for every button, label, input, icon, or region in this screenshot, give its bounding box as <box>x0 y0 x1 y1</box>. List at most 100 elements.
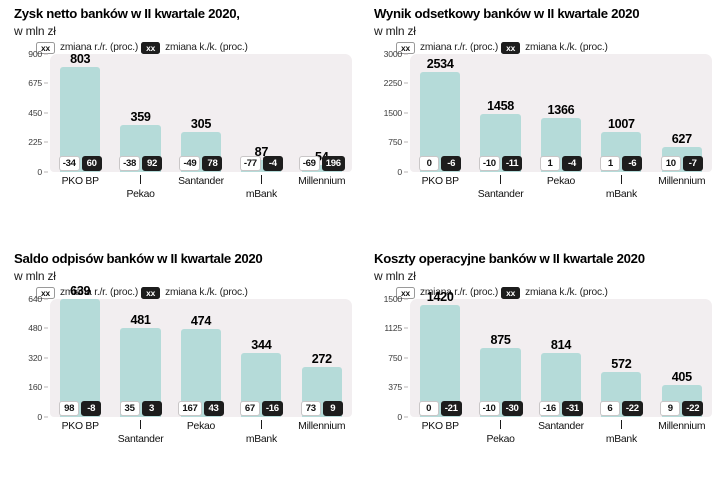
x-label-millennium: Millennium <box>655 172 709 187</box>
legend-label-qoq: zmiana k./k. (proc.) <box>165 287 248 299</box>
legend-label-qoq: zmiana k./k. (proc.) <box>165 42 248 54</box>
y-tick-label: 1500 <box>383 293 403 304</box>
bar-value-label: 1007 <box>607 117 635 132</box>
x-label-text: Millennium <box>658 175 706 187</box>
y-tick-mark <box>44 82 48 84</box>
chart-title: Saldo odpisów banków w II kwartale 2020 <box>14 251 263 266</box>
chart-legend: xx zmiana r./r. (proc.) xx zmiana k./k. (pr… <box>396 41 712 54</box>
x-label-text: Millennium <box>658 420 706 432</box>
chart-title: Koszty operacyjne banków w II kwartale 2… <box>374 251 645 266</box>
bar-column: 305 <box>174 54 228 172</box>
x-label-text: mBank <box>245 433 277 445</box>
legend-badge-qoq: xx <box>141 41 161 54</box>
y-tick-label: 0 <box>37 166 42 177</box>
y-tick-label: 0 <box>397 166 402 177</box>
x-label-santander: Santander <box>534 417 588 432</box>
x-tick-mark <box>140 174 142 184</box>
bar-column: 344 <box>234 299 288 417</box>
x-label-millennium: Millennium <box>655 417 709 432</box>
bar-column: 1007 <box>594 54 648 172</box>
x-label-text: Millennium <box>298 175 346 187</box>
bar-value-label: 87 <box>254 145 269 160</box>
y-tick-mark <box>44 327 48 329</box>
y-tick-mark <box>44 357 48 359</box>
x-label-millennium: Millennium <box>295 417 349 432</box>
bar <box>180 329 222 417</box>
plot-area: 640 480 320 160 0 639 481 474 344 272 98 -8 35 3 167 43… <box>14 284 352 422</box>
y-tick-mark <box>44 386 48 388</box>
plot-area: 900 675 450 225 0 803 359 305 87 54 -34 60 -38 92 -49 7… <box>14 49 352 177</box>
bars-container: 1420 875 814 572 405 <box>410 290 712 417</box>
x-label-santander: Santander <box>113 417 167 445</box>
y-tick-mark <box>404 327 408 329</box>
bar-column: 572 <box>594 299 648 417</box>
x-label-text: mBank <box>245 188 277 200</box>
y-tick-mark <box>404 141 408 143</box>
x-axis-labels: PKO BP Pekao Santander mBank Millennium <box>50 172 352 214</box>
chart-title: Wynik odsetkowy banków w II kwartale 202… <box>374 6 640 21</box>
x-label-mbank: mBank <box>234 172 288 200</box>
y-tick-mark <box>44 298 48 300</box>
x-label-millennium: Millennium <box>295 172 349 187</box>
bar-value-label: 814 <box>550 337 572 352</box>
chart-legend: xx zmiana r./r. (proc.) xx zmiana k./k. (pr… <box>36 41 352 54</box>
bar-value-label: 405 <box>671 369 692 384</box>
y-tick-mark <box>404 171 408 173</box>
bar <box>301 164 342 172</box>
plot-area: 3000 2250 1500 750 0 2534 1458 1366 1007 627 0 -6 -1… <box>374 49 712 177</box>
y-axis: 3000 2250 1500 750 0 <box>374 49 408 177</box>
bar-value-label: 359 <box>130 109 151 124</box>
chart-panel-2: Wynik odsetkowy banków w II kwartale 202… <box>360 0 720 245</box>
y-tick-label: 900 <box>28 48 42 59</box>
y-tick-mark <box>44 416 48 418</box>
x-label-pko-bp: PKO BP <box>53 417 107 432</box>
x-tick-mark <box>500 174 502 184</box>
y-tick-mark <box>44 141 48 143</box>
y-tick-label: 750 <box>388 137 402 148</box>
bar-column: 405 <box>655 299 709 417</box>
y-tick-label: 160 <box>28 382 42 393</box>
bars-container: 2534 1458 1366 1007 627 <box>410 54 712 172</box>
bar <box>60 66 101 172</box>
legend-badge-qoq: xx <box>141 286 161 299</box>
y-tick-label: 320 <box>28 352 42 363</box>
chart-title: Zysk netto banków w II kwartale 2020, <box>14 6 240 21</box>
x-label-text: Pekao <box>486 433 515 445</box>
bar-column: 1366 <box>534 54 588 172</box>
x-label-text: mBank <box>605 188 637 200</box>
bar-value-label: 54 <box>315 149 329 164</box>
x-tick-mark <box>620 174 622 184</box>
chart-subtitle: w mln zł <box>374 268 416 283</box>
bar <box>480 114 521 172</box>
y-tick-mark <box>404 357 408 359</box>
bar <box>301 366 342 417</box>
x-label-text: PKO BP <box>421 420 459 432</box>
x-label-santander: Santander <box>174 172 228 187</box>
bar-value-label: 627 <box>671 132 692 147</box>
bar <box>241 353 282 417</box>
x-label-mbank: mBank <box>594 172 648 200</box>
bars-container: 639 481 474 344 272 <box>50 284 352 417</box>
y-tick-label: 1500 <box>383 107 403 118</box>
x-label-pekao: Pekao <box>174 417 228 432</box>
chart-legend: xx zmiana r./r. (proc.) xx zmiana k./k. (pr… <box>396 286 712 299</box>
x-tick-mark <box>260 419 262 429</box>
x-label-pekao: Pekao <box>473 417 527 445</box>
legend-label-qoq: zmiana k./k. (proc.) <box>525 42 608 54</box>
bar-value-label: 272 <box>311 351 332 366</box>
y-tick-label: 2250 <box>383 78 403 89</box>
legend-label-yoy: zmiana r./r. (proc.) <box>60 42 139 54</box>
x-label-text: Santander <box>538 420 584 432</box>
y-tick-label: 640 <box>28 293 42 304</box>
y-tick-mark <box>404 53 408 55</box>
legend-label-yoy: zmiana r./r. (proc.) <box>420 42 499 54</box>
x-label-text: PKO BP <box>61 420 99 432</box>
y-tick-mark <box>404 112 408 114</box>
chart-subtitle: w mln zł <box>14 23 56 38</box>
y-tick-label: 450 <box>28 107 42 118</box>
legend-label-qoq: zmiana k./k. (proc.) <box>525 287 608 299</box>
bar <box>601 132 642 172</box>
bar-value-label: 639 <box>70 283 91 298</box>
bar <box>180 131 222 172</box>
bar <box>420 72 461 172</box>
